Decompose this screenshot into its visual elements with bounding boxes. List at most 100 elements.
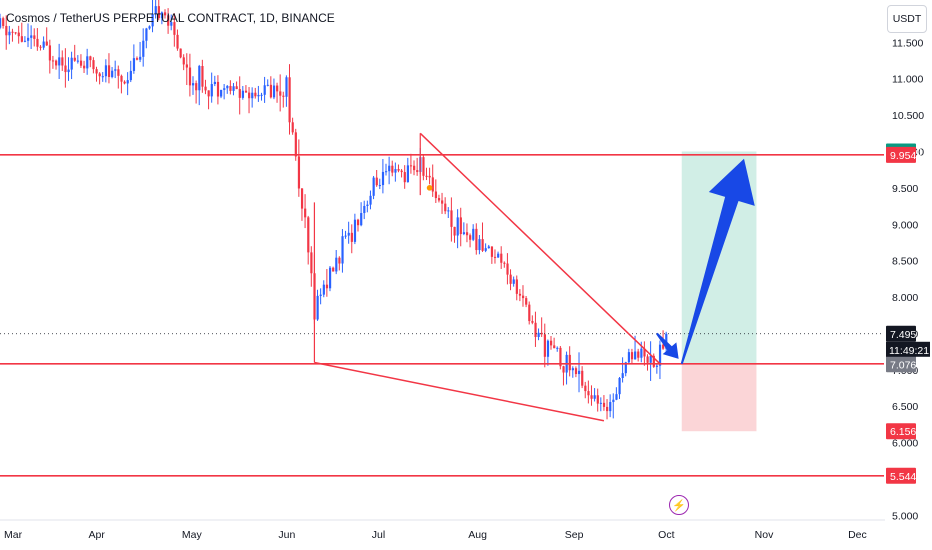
candle-body — [70, 57, 73, 70]
candle-body — [213, 81, 216, 85]
candle-body — [397, 169, 400, 171]
candle-body — [646, 356, 649, 363]
candle-body — [33, 35, 36, 39]
candle-body — [506, 263, 509, 275]
candle-body — [142, 40, 145, 57]
candle-body — [163, 12, 167, 16]
candle-body — [251, 92, 254, 99]
price-tag-label: 5.544 — [890, 471, 916, 483]
candle-body — [584, 385, 587, 392]
candle-body — [437, 198, 441, 201]
candle-body — [11, 31, 14, 33]
time-tick-label: Oct — [658, 529, 674, 541]
candle-body — [192, 83, 195, 86]
candle-body — [304, 208, 307, 218]
candle-body — [58, 57, 61, 66]
candle-body — [135, 58, 139, 60]
candle-body — [288, 77, 291, 123]
plot-area[interactable] — [0, 0, 884, 520]
candle-body — [322, 284, 325, 295]
candle-body — [263, 85, 266, 95]
price-tag — [886, 146, 916, 163]
candle-body — [409, 165, 413, 167]
time-tick-label: Nov — [755, 529, 774, 541]
candle-body — [550, 340, 553, 346]
candle-body — [51, 60, 55, 62]
price-axis[interactable]: 5.0006.0006.5007.0007.5008.0008.5009.000… — [885, 0, 932, 550]
candle-body — [42, 41, 45, 48]
small-arrow-icon — [656, 332, 679, 359]
candle-body — [123, 81, 126, 84]
price-tick-label: 6.000 — [892, 438, 918, 450]
candle-body — [132, 58, 136, 71]
lightning-icon[interactable]: ⚡ — [669, 495, 689, 515]
countdown-tag — [886, 341, 930, 357]
candle-body — [444, 203, 447, 212]
candle-body — [624, 362, 627, 374]
candle-body — [344, 235, 347, 237]
candle-body — [634, 351, 637, 360]
candle-body — [48, 45, 52, 61]
candle-body — [400, 170, 403, 173]
candle-body — [101, 76, 104, 78]
candle-body — [388, 165, 391, 172]
price-tag — [886, 423, 916, 440]
candle-body — [459, 217, 462, 235]
candle-body — [381, 171, 385, 186]
candle-body — [627, 352, 631, 363]
price-tick-label: 6.500 — [892, 401, 918, 413]
candle-body — [655, 365, 659, 367]
candle-body — [428, 175, 431, 178]
event-marker — [426, 185, 433, 191]
candle-body — [338, 257, 341, 264]
candle-body — [204, 86, 207, 91]
candle-body — [104, 65, 108, 77]
currency-button[interactable]: USDT — [887, 5, 927, 33]
candle-body — [456, 217, 459, 236]
candle-body — [269, 84, 273, 98]
candle-body — [528, 304, 531, 322]
candle-body — [559, 347, 562, 367]
candle-body — [621, 373, 624, 379]
candle-body — [662, 344, 665, 349]
candle-body — [173, 22, 176, 35]
candle-body — [341, 236, 344, 264]
candle-body — [223, 88, 226, 90]
candle-body — [469, 235, 472, 240]
candle-body — [425, 175, 428, 177]
candle-body — [316, 295, 319, 320]
time-tick-label: Mar — [4, 529, 23, 541]
candle-body — [335, 257, 338, 272]
price-tag — [886, 356, 916, 373]
candle-body — [649, 355, 652, 363]
time-tick-label: Aug — [468, 529, 487, 541]
candle-body — [8, 31, 11, 36]
candle-body — [593, 395, 596, 399]
candle-body — [332, 267, 335, 272]
candle-body — [534, 322, 537, 337]
candle-body — [61, 57, 64, 66]
candle-body — [543, 334, 546, 357]
candle-body — [20, 36, 23, 42]
candle-body — [493, 256, 497, 258]
candle-body — [272, 85, 276, 98]
candle-body — [481, 239, 484, 251]
candle-body — [525, 298, 528, 305]
time-tick-label: Jul — [372, 529, 385, 541]
countdown-label: 11:49:21 — [889, 345, 929, 357]
candle-body — [129, 70, 132, 81]
candle-body — [67, 69, 70, 73]
candle-body — [571, 368, 574, 371]
candle-body — [257, 94, 260, 97]
candle-body — [596, 395, 599, 404]
price-tick-label: 10.500 — [892, 110, 924, 122]
time-axis[interactable]: Mar Apr May Jun Jul Aug Sep Oct Nov Dec — [0, 519, 885, 541]
candle-body — [79, 60, 83, 66]
candle-body — [157, 6, 160, 19]
price-tick-label: 9.500 — [892, 183, 918, 195]
candle-body — [512, 279, 515, 284]
candle-body — [615, 394, 618, 400]
candle-body — [23, 40, 27, 42]
candle-body — [366, 204, 369, 206]
